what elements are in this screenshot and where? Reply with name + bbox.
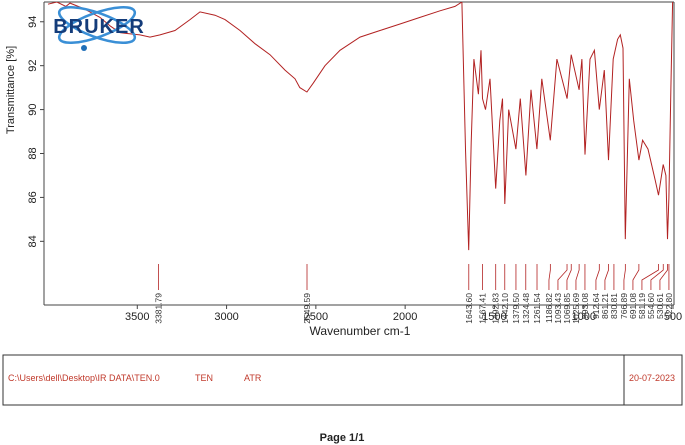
peak-label: 1261.54: [532, 293, 542, 324]
peak-label: 1069.85: [562, 293, 572, 324]
peak-label: 912.64: [591, 293, 601, 319]
logo-text: BRUKER: [53, 16, 145, 38]
x-tick-label: 2500: [304, 311, 328, 323]
footer-date: 20-07-2023: [629, 373, 675, 383]
peak-marker: [595, 264, 600, 290]
footer-box: [2, 354, 683, 406]
peak-label: 581.19: [637, 293, 647, 319]
x-tick-label: 3500: [125, 311, 149, 323]
peak-marker: [575, 264, 580, 290]
x-tick-label: 1500: [482, 311, 506, 323]
y-tick-label: 88: [27, 147, 39, 159]
y-tick-label: 86: [27, 191, 39, 203]
footer-mode: ATR: [244, 373, 262, 383]
y-axis-title: Transmittance [%]: [5, 46, 17, 134]
peak-marker: [632, 264, 640, 290]
peak-label: 766.89: [619, 293, 629, 319]
peak-label: 1567.41: [477, 293, 487, 324]
peak-label: 1186.82: [544, 293, 554, 323]
peak-marker: [604, 264, 609, 290]
peak-label: 861.21: [600, 293, 610, 319]
x-axis-title: Wavenumber cm-1: [310, 324, 411, 338]
plot-area: 84 86 88 90 92 94 3500 3000 2500 2000 1500 1000 500 3…: [27, 1, 682, 324]
peak-marker: [659, 264, 668, 290]
peak-marker: [557, 264, 568, 290]
peak-label: 2549.59: [302, 293, 312, 324]
y-tick-label: 84: [27, 235, 39, 247]
peak-label: 993.08: [580, 293, 590, 319]
logo: BRUKER: [53, 6, 145, 51]
peak-marker: [641, 264, 659, 290]
peak-marker: [650, 264, 664, 290]
x-tick-label: 2000: [393, 311, 417, 323]
y-tick-label: 92: [27, 60, 39, 72]
peak-label: 3381.79: [153, 293, 163, 324]
peak-marker: [548, 264, 551, 290]
peak-marker: [566, 264, 572, 290]
peak-label: 1324.48: [521, 293, 531, 324]
page-number: Page 1/1: [320, 432, 365, 444]
peak-marker: [623, 264, 626, 290]
y-tick-label: 90: [27, 103, 39, 115]
footer-sample: TEN: [195, 373, 213, 383]
peak-label: 1643.60: [464, 293, 474, 324]
peak-label: 691.08: [628, 293, 638, 319]
x-tick-label: 1000: [571, 311, 595, 323]
spectrum-line: [47, 2, 674, 251]
footer-path: C:\Users\dell\Desktop\IR DATA\TEN.0: [8, 373, 160, 383]
y-tick-label: 94: [27, 16, 39, 28]
peak-label: 530.61: [655, 293, 665, 319]
peak-label: 1025.69: [571, 293, 581, 324]
peak-label: 522.80: [664, 293, 674, 319]
peak-label: 1492.83: [491, 293, 501, 324]
x-tick-label: 500: [664, 311, 682, 323]
peak-label: 1442.10: [500, 293, 510, 324]
x-tick-label: 3000: [214, 311, 238, 323]
peak-label: 830.81: [609, 293, 619, 319]
peak-label: 554.60: [646, 293, 656, 319]
peak-label: 1379.50: [511, 293, 521, 324]
peak-label: 1093.43: [553, 293, 563, 324]
